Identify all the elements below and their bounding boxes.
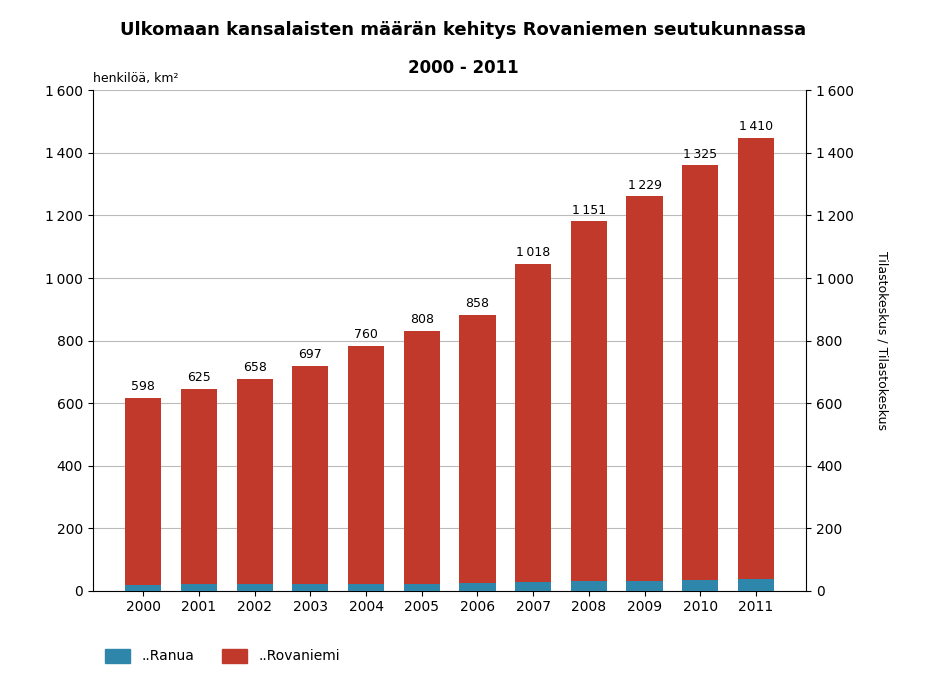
Text: 2000 - 2011: 2000 - 2011 [408,59,519,77]
Bar [682,580,718,591]
Bar [571,581,607,591]
Bar [460,315,496,583]
Bar [181,389,217,584]
Bar [627,197,663,581]
Text: 1 151: 1 151 [572,204,606,217]
Bar [571,222,607,581]
Bar [125,585,161,591]
Bar [403,331,439,584]
Bar [627,581,663,591]
Bar [348,346,384,584]
Text: 808: 808 [410,313,434,326]
Bar [348,584,384,591]
Text: 1 018: 1 018 [516,246,551,259]
Text: henkilöä, km²: henkilöä, km² [93,72,178,85]
Legend: ..Ranua, ..Rovaniemi: ..Ranua, ..Rovaniemi [99,643,345,669]
Text: 658: 658 [243,361,267,374]
Bar [515,263,552,582]
Bar [682,165,718,580]
Bar [125,398,161,585]
Text: 697: 697 [298,348,323,361]
Bar [292,584,328,591]
Bar [236,584,273,591]
Text: 598: 598 [132,380,155,393]
Bar [460,583,496,591]
Bar [738,579,774,591]
Bar [181,584,217,591]
Bar [738,138,774,579]
Bar [236,379,273,584]
Text: 1 325: 1 325 [683,148,717,161]
Bar [403,584,439,591]
Bar [292,366,328,584]
Text: 858: 858 [465,297,489,310]
Text: 760: 760 [354,329,378,341]
Text: Ulkomaan kansalaisten määrän kehitys Rovaniemen seutukunnassa: Ulkomaan kansalaisten määrän kehitys Rov… [121,21,806,39]
Text: 625: 625 [187,371,210,384]
Text: 1 229: 1 229 [628,179,662,192]
Y-axis label: Tilastokeskus / Tilastokeskus: Tilastokeskus / Tilastokeskus [875,251,888,430]
Bar [515,582,552,591]
Text: 1 410: 1 410 [739,120,773,133]
